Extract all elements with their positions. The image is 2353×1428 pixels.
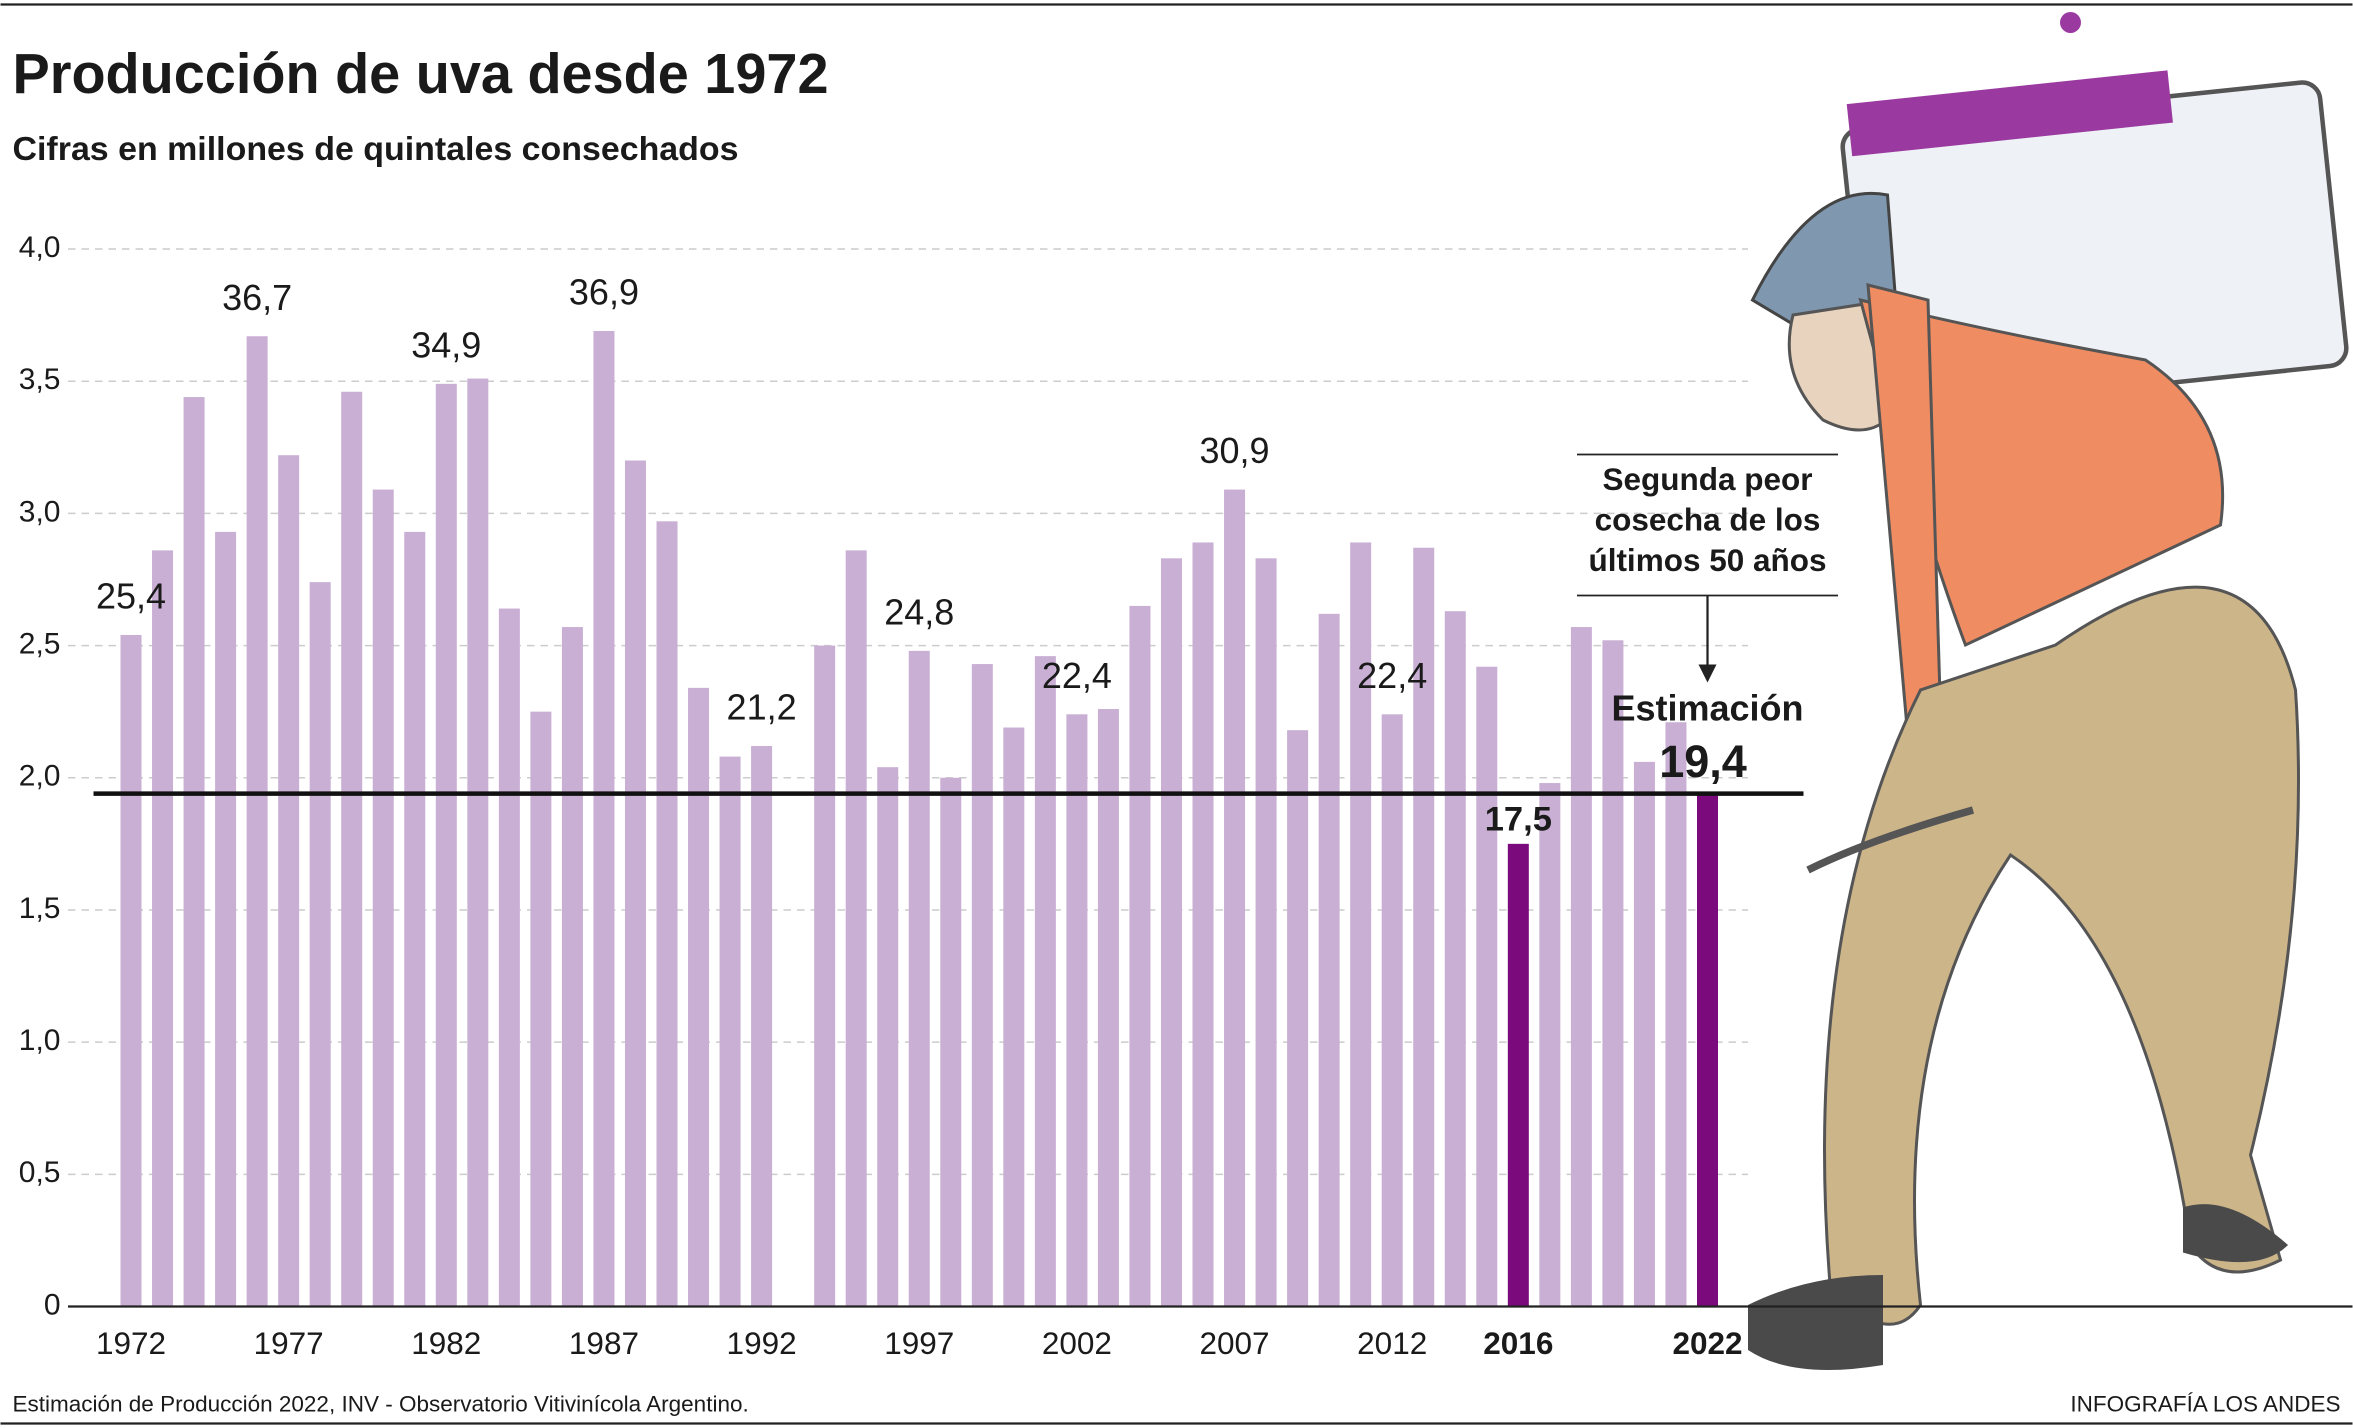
arrow-head (1698, 664, 1717, 683)
y-tick-label: 4,0 (19, 231, 61, 264)
bar (435, 383, 457, 1307)
value-label: 17,5 (1485, 800, 1552, 838)
bar (120, 634, 142, 1307)
bar (1539, 783, 1561, 1307)
y-tick-label: 2,0 (19, 760, 61, 793)
bar (278, 455, 300, 1307)
value-label: 19,4 (1659, 736, 1747, 787)
bar (1224, 489, 1246, 1307)
bar (1665, 722, 1687, 1307)
y-tick-label: 2,5 (19, 627, 61, 660)
bar (1633, 761, 1655, 1307)
x-tick-label: 1982 (411, 1325, 481, 1361)
bar (656, 521, 678, 1307)
bar (1287, 730, 1309, 1307)
value-label: 25,4 (96, 576, 166, 617)
bar (183, 397, 205, 1307)
y-tick-label: 1,5 (19, 892, 61, 925)
bar (845, 550, 867, 1307)
bar (940, 777, 962, 1307)
x-tick-label: 1997 (884, 1325, 954, 1361)
bar (1160, 558, 1182, 1307)
credit: INFOGRAFÍA LOS ANDES (2070, 1391, 2340, 1416)
x-tick-label: 2012 (1357, 1325, 1427, 1361)
x-tick-label: 1977 (254, 1325, 324, 1361)
bar (908, 650, 930, 1307)
x-tick-label: 2007 (1200, 1325, 1270, 1361)
x-tick-label: 2022 (1672, 1325, 1742, 1361)
bar (1570, 627, 1592, 1307)
value-label: 22,4 (1042, 655, 1112, 696)
bar (1602, 640, 1624, 1307)
value-label: 36,7 (222, 277, 292, 318)
illustration (1748, 12, 2349, 1370)
bar (498, 608, 520, 1307)
bar (372, 489, 394, 1307)
bar (530, 711, 552, 1307)
bar (719, 756, 741, 1307)
bar (215, 531, 237, 1307)
bar (152, 550, 174, 1307)
bar (309, 582, 331, 1307)
bar (751, 746, 773, 1307)
bar (1129, 605, 1151, 1307)
x-tick-label: 1972 (96, 1325, 166, 1361)
x-tick-label: 2016 (1483, 1325, 1553, 1361)
bar (341, 391, 363, 1307)
value-label: 21,2 (727, 687, 797, 728)
bar (1697, 793, 1718, 1307)
x-tick-label: 1992 (727, 1325, 797, 1361)
x-tick-label: 1987 (569, 1325, 639, 1361)
bar (1097, 709, 1119, 1307)
bar (688, 687, 710, 1307)
value-label: 36,9 (569, 271, 639, 312)
estimate-label: Estimación (1611, 688, 1803, 729)
bar (971, 664, 993, 1307)
y-tick-label: 0,5 (19, 1156, 61, 1189)
value-label: 24,8 (884, 591, 954, 632)
bar (246, 336, 268, 1307)
y-tick-label: 0 (44, 1288, 61, 1321)
bar (561, 627, 583, 1307)
chart-title: Producción de uva desde 1972 (13, 42, 829, 106)
bar (624, 460, 646, 1307)
value-label: 30,9 (1200, 430, 1270, 471)
chart-subtitle: Cifras en millones de quintales consecha… (13, 130, 739, 167)
bar (1255, 558, 1277, 1307)
bar (877, 767, 899, 1307)
annotation: Segunda peor (1602, 461, 1812, 497)
y-tick-label: 3,0 (19, 495, 61, 528)
bar (1350, 542, 1372, 1307)
bar (1192, 542, 1214, 1307)
bar (814, 645, 836, 1307)
bar (1318, 613, 1340, 1307)
bar (404, 531, 426, 1307)
bar (1066, 714, 1088, 1307)
bar (467, 378, 489, 1307)
bar (1507, 843, 1529, 1307)
bar (1413, 547, 1435, 1307)
bar (1003, 727, 1025, 1307)
bar (1476, 666, 1498, 1307)
x-tick-label: 2002 (1042, 1325, 1112, 1361)
annotation: cosecha de los (1595, 501, 1821, 537)
y-tick-label: 1,0 (19, 1024, 61, 1057)
value-label: 34,9 (411, 324, 481, 365)
bar (1444, 611, 1466, 1307)
source: Estimación de Producción 2022, INV - Obs… (13, 1391, 749, 1416)
y-tick-label: 3,5 (19, 363, 61, 396)
bar (1381, 714, 1403, 1307)
bar (593, 330, 615, 1307)
bar (1034, 656, 1056, 1307)
value-label: 22,4 (1357, 655, 1427, 696)
annotation: últimos 50 años (1588, 542, 1826, 578)
